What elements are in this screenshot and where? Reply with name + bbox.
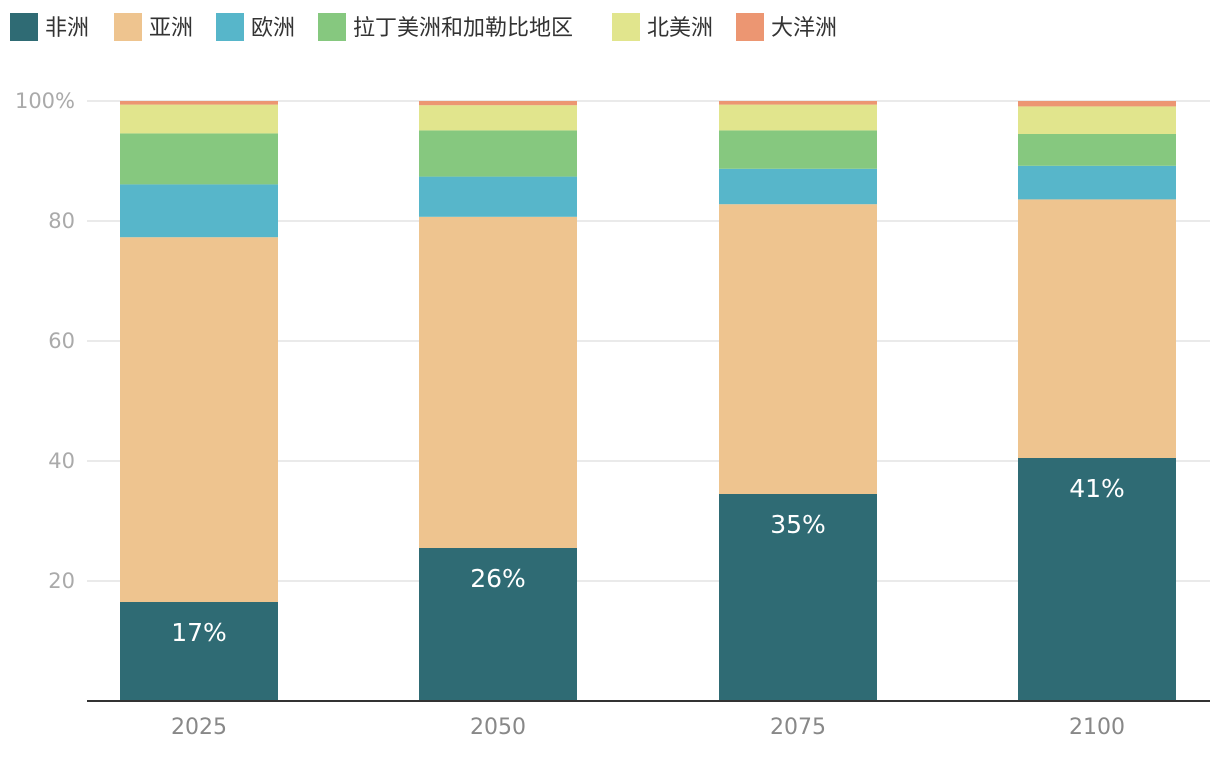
bar-2075-series-1 bbox=[719, 204, 877, 494]
bar-2025-series-1 bbox=[120, 237, 278, 602]
legend-label-5: 大洋洲 bbox=[771, 16, 837, 41]
bar-2075-series-5 bbox=[719, 101, 877, 105]
legend-label-4: 北美洲 bbox=[647, 16, 713, 41]
legend: 非洲 亚洲 欧洲 拉丁美洲和加勒比地区 北美洲 大洋洲 bbox=[10, 13, 837, 41]
data-label-2025: 17% bbox=[171, 618, 227, 647]
legend-swatch-4 bbox=[612, 13, 640, 41]
bar-2050-series-0 bbox=[419, 548, 577, 701]
bar-2100-series-5 bbox=[1018, 101, 1176, 107]
bar-2075-series-0 bbox=[719, 494, 877, 701]
data-label-2100: 41% bbox=[1069, 474, 1125, 503]
data-labels: 17% 26% 35% 41% bbox=[171, 474, 1125, 647]
x-tick-label-2050: 2050 bbox=[470, 715, 526, 740]
y-tick-label-60: 60 bbox=[48, 329, 75, 353]
legend-swatch-0 bbox=[10, 13, 38, 41]
bar-2050-series-1 bbox=[419, 216, 577, 549]
y-tick-label-40: 40 bbox=[48, 449, 75, 473]
x-tick-label-2025: 2025 bbox=[171, 715, 227, 740]
legend-swatch-2 bbox=[216, 13, 244, 41]
legend-label-0: 非洲 bbox=[45, 16, 89, 41]
bar-2025-series-4 bbox=[120, 104, 278, 134]
bar-2050-series-2 bbox=[419, 176, 577, 217]
bar-2025-series-2 bbox=[120, 184, 278, 238]
data-label-2050: 26% bbox=[470, 564, 526, 593]
bar-2075-series-3 bbox=[719, 130, 877, 169]
legend-label-2: 欧洲 bbox=[251, 16, 295, 41]
y-tick-label-20: 20 bbox=[48, 569, 75, 593]
x-axis: 2025 2050 2075 2100 bbox=[171, 715, 1125, 740]
bar-2100-series-1 bbox=[1018, 199, 1176, 458]
bar-2025-series-0 bbox=[120, 602, 278, 701]
x-tick-label-2100: 2100 bbox=[1069, 715, 1125, 740]
x-tick-label-2075: 2075 bbox=[770, 715, 826, 740]
legend-label-1: 亚洲 bbox=[149, 16, 193, 41]
y-tick-label-100: 100% bbox=[15, 89, 75, 113]
bar-2050-series-3 bbox=[419, 130, 577, 177]
bar-2100-series-4 bbox=[1018, 106, 1176, 134]
bar-2100-series-2 bbox=[1018, 165, 1176, 200]
bar-2075-series-4 bbox=[719, 104, 877, 131]
bar-2050-series-4 bbox=[419, 105, 577, 131]
legend-swatch-5 bbox=[736, 13, 764, 41]
legend-label-3: 拉丁美洲和加勒比地区 bbox=[353, 16, 573, 41]
bar-2050-series-5 bbox=[419, 101, 577, 106]
bar-2025-series-5 bbox=[120, 101, 278, 105]
bar-2100-series-3 bbox=[1018, 134, 1176, 166]
legend-swatch-3 bbox=[318, 13, 346, 41]
bar-2025-series-3 bbox=[120, 133, 278, 185]
y-tick-label-80: 80 bbox=[48, 209, 75, 233]
bar-2075-series-2 bbox=[719, 168, 877, 205]
bars bbox=[120, 101, 1176, 701]
bar-2100-series-0 bbox=[1018, 458, 1176, 701]
data-label-2075: 35% bbox=[770, 510, 826, 539]
y-axis: 20 40 60 80 100% bbox=[15, 89, 75, 593]
legend-swatch-1 bbox=[114, 13, 142, 41]
